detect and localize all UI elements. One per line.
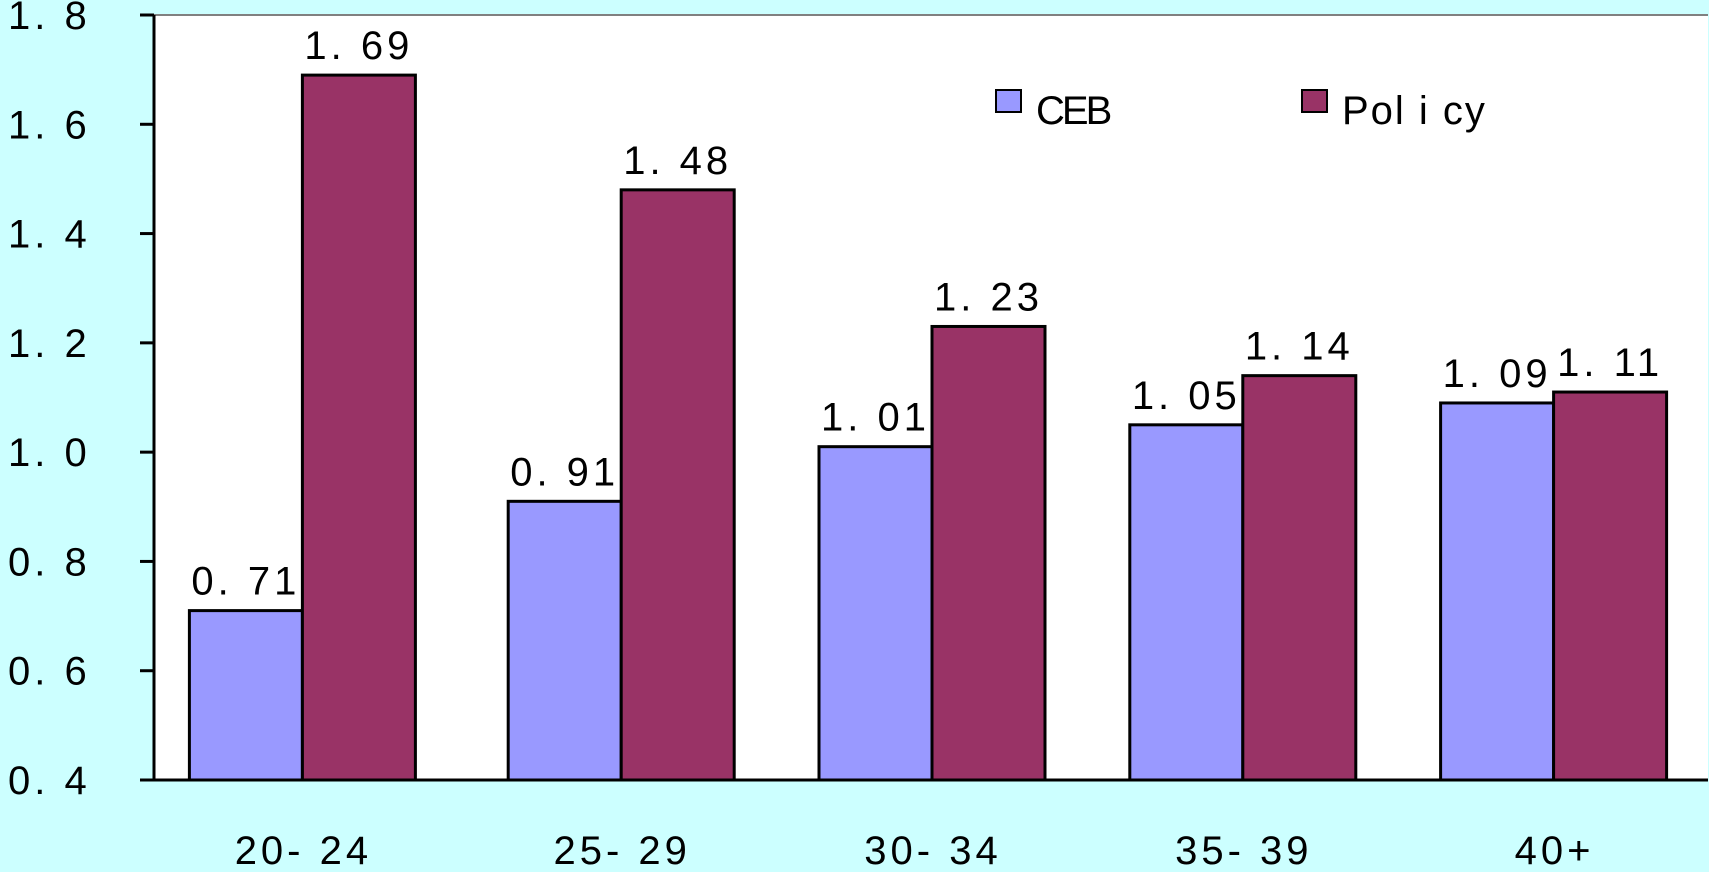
data-label-policy-40+: 1. 11 xyxy=(1557,341,1663,385)
data-label-ceb-30-34: 1. 01 xyxy=(821,396,930,440)
y-tick-label: 1. 2 xyxy=(8,322,91,366)
bar-ceb-35-39 xyxy=(1128,423,1245,782)
bar-policy-35-39 xyxy=(1241,374,1358,782)
x-category-label: 20- 24 xyxy=(235,829,372,872)
bar-ceb-40+ xyxy=(1439,401,1556,782)
y-tick-label: 0. 8 xyxy=(8,540,91,584)
x-category-label: 30- 34 xyxy=(864,829,1001,872)
y-tick-label: 1. 6 xyxy=(8,103,91,147)
data-label-ceb-20-24: 0. 71 xyxy=(191,560,300,604)
bar-policy-25-29 xyxy=(619,188,736,782)
data-label-policy-20-24: 1. 69 xyxy=(304,24,413,68)
data-label-policy-35-39: 1. 14 xyxy=(1245,325,1354,369)
legend-label-ceb: CEB xyxy=(1036,89,1111,133)
legend-swatch-ceb xyxy=(995,89,1022,113)
data-label-policy-25-29: 1. 48 xyxy=(623,139,732,183)
bar-policy-30-34 xyxy=(930,324,1047,782)
bar-ceb-25-29 xyxy=(506,499,623,782)
data-label-ceb-35-39: 1. 05 xyxy=(1132,374,1241,418)
y-tick-label: 1. 8 xyxy=(8,0,91,38)
x-category-label: 25- 29 xyxy=(553,829,690,872)
x-category-label: 40+ xyxy=(1515,829,1595,872)
x-category-label: 35- 39 xyxy=(1175,829,1312,872)
bar-ceb-30-34 xyxy=(817,445,934,782)
bar-ceb-20-24 xyxy=(187,609,304,782)
y-tick-label: 1. 0 xyxy=(8,431,91,475)
data-label-ceb-40+: 1. 09 xyxy=(1443,352,1552,396)
y-tick-label: 0. 4 xyxy=(8,759,91,803)
y-tick-label: 1. 4 xyxy=(8,213,91,257)
bar-policy-40+ xyxy=(1552,390,1669,782)
data-label-policy-30-34: 1. 23 xyxy=(934,275,1043,319)
y-tick-label: 0. 6 xyxy=(8,650,91,694)
data-label-ceb-25-29: 0. 91 xyxy=(510,450,619,494)
legend-swatch-policy xyxy=(1301,89,1328,113)
bar-policy-20-24 xyxy=(300,73,417,782)
legend-label-policy: Pol i cy xyxy=(1342,89,1487,133)
